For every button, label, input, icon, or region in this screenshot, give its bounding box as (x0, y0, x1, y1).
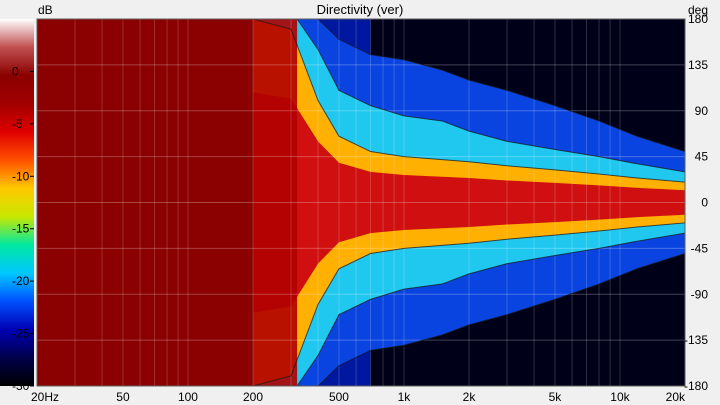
colorbar-tick-label: -10 (12, 169, 30, 183)
contour-lines (37, 19, 685, 386)
x-tick-label: 200 (243, 390, 263, 404)
colorbar-tick-label: -5 (12, 117, 23, 131)
colorbar-unit-label: dB (38, 3, 53, 17)
heat-region-transition (253, 19, 298, 386)
plot-border (36, 18, 686, 387)
y-tick-label: -180 (684, 379, 708, 393)
y-tick-label: 135 (688, 58, 708, 72)
y-tick-label: -45 (691, 241, 709, 255)
plot-area (37, 19, 685, 386)
x-tick-label: 10k (610, 390, 630, 404)
colorbar-tick-label: -25 (12, 327, 30, 341)
y-axis-tick-labels: 180 135 90 45 0 -45 -90 -135 -180 (684, 12, 708, 393)
y-tick-label: 90 (695, 104, 709, 118)
contour-line (37, 222, 685, 386)
x-tick-label: 1k (398, 390, 412, 404)
contour-line (37, 232, 685, 386)
colorbar-tick-labels: 0 -5 -10 -15 -20 -25 -30 (12, 64, 34, 393)
x-tick-label: 20Hz (31, 390, 59, 404)
grid-lines (37, 19, 685, 386)
chart-title: Directivity (ver) (317, 2, 404, 17)
x-tick-label: 500 (329, 390, 349, 404)
x-tick-label: 5k (549, 390, 563, 404)
contour-line (37, 19, 685, 183)
y-tick-label: 45 (695, 150, 709, 164)
y-tick-label: -135 (684, 333, 708, 347)
x-tick-label: 20k (666, 390, 686, 404)
y-tick-label: 180 (688, 12, 708, 26)
x-tick-label: 100 (178, 390, 198, 404)
y-tick-label: -90 (691, 287, 709, 301)
y-tick-label: 0 (701, 196, 708, 210)
contour-line (37, 252, 685, 386)
y-axis-unit-label: deg (688, 3, 708, 17)
colorbar-tick-label: -20 (12, 274, 30, 288)
heat-region-lowfreq (37, 19, 253, 386)
colorbar-tick-label: 0 (12, 64, 19, 78)
contour-line (37, 19, 685, 173)
colorbar (0, 19, 34, 386)
colorbar-tick-label: -30 (12, 379, 30, 393)
contour-line (37, 19, 685, 153)
x-tick-label: 50 (116, 390, 130, 404)
x-tick-label: 2k (463, 390, 477, 404)
colorbar-tick-label: -15 (12, 222, 30, 236)
x-axis-tick-labels: 20Hz 50 100 200 500 1k 2k 5k 10k 20k (31, 390, 686, 404)
